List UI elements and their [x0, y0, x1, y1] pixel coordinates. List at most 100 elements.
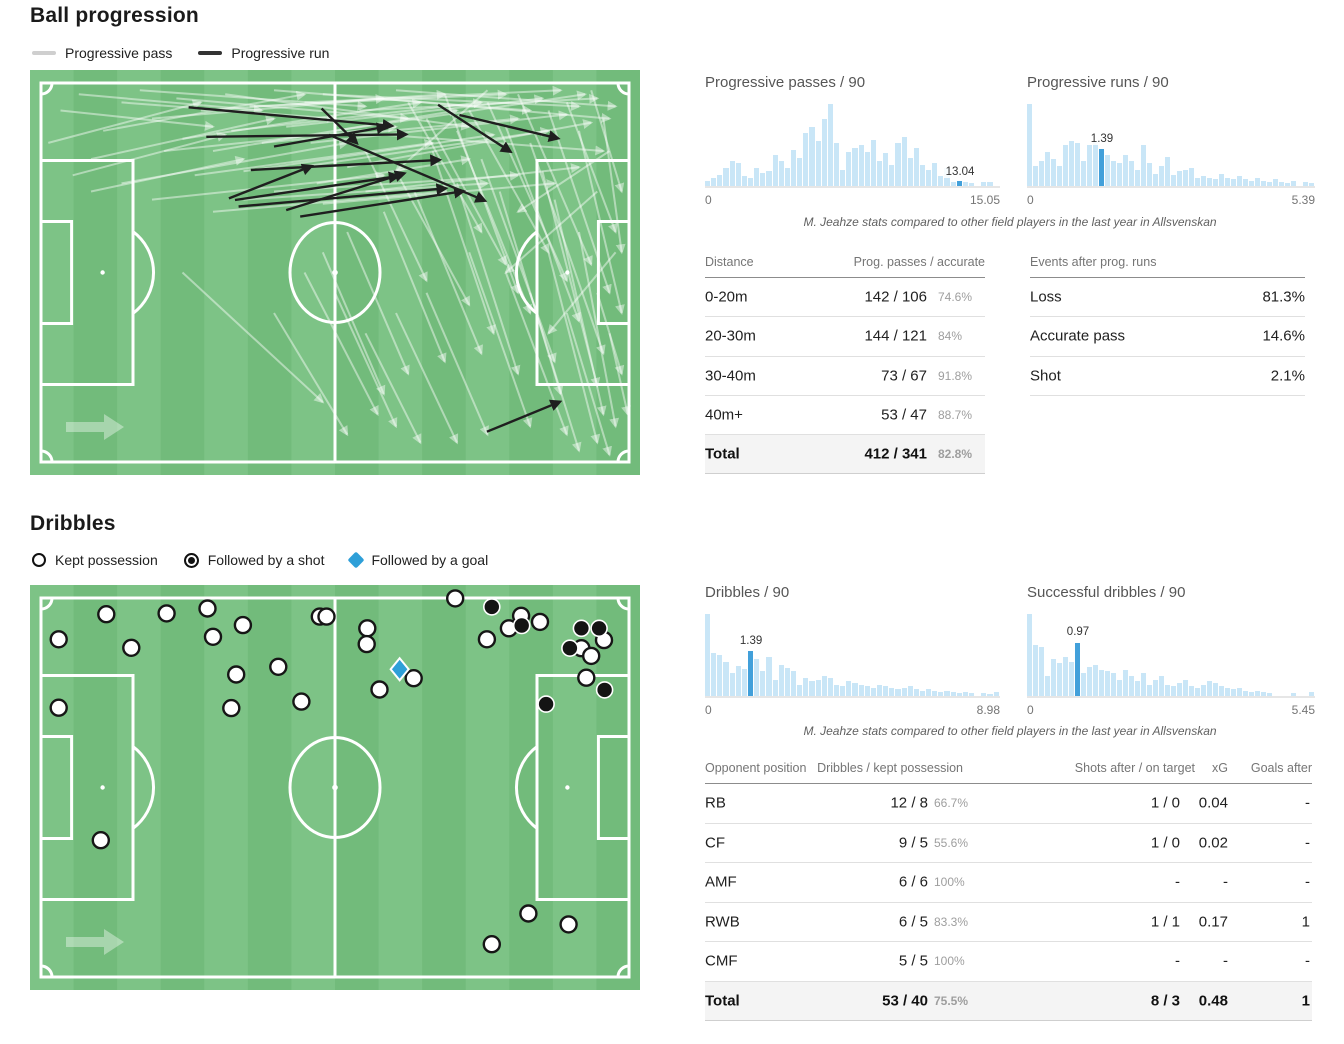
progressive-passes-table: Distance Prog. passes / accurate 0-20m 14… — [705, 248, 985, 475]
hist-bar — [932, 691, 938, 696]
pass-arrows — [48, 85, 631, 457]
axis-max: 8.98 — [976, 703, 1000, 717]
kept-possession-circle-icon — [32, 553, 46, 567]
hist-bar — [1033, 645, 1038, 696]
dribbles-kept-value: 6 / 6 — [898, 873, 928, 891]
hist-bar — [950, 181, 956, 186]
goals-after-value: - — [1305, 952, 1310, 970]
hist-bar — [846, 681, 852, 696]
hist-bar — [840, 686, 846, 696]
hist-bar — [821, 675, 827, 696]
table-row: 30-40m 73 / 67 91.8% — [705, 357, 985, 396]
distance-label: 40m+ — [705, 406, 743, 424]
hist-bar — [1093, 664, 1098, 696]
ball-progression-pitch — [30, 70, 640, 475]
hist-bar — [754, 659, 760, 696]
opponent-position: AMF — [705, 873, 737, 891]
hist-bar — [1303, 181, 1308, 186]
hist-bar — [895, 143, 901, 186]
hist-bar — [717, 174, 723, 186]
shots-after-value: - — [1175, 952, 1180, 970]
legend-kept-possession: Kept possession — [32, 552, 158, 568]
hist-bar — [1111, 673, 1116, 696]
hist-bar — [1261, 181, 1266, 186]
hist-bar — [1111, 161, 1116, 186]
dribbles-kept-value: 9 / 5 — [898, 834, 928, 852]
hist-bar — [1219, 686, 1224, 696]
hist-bar — [1249, 181, 1254, 186]
histogram-plot: 1.39 — [705, 614, 1000, 698]
legend-label: Followed by a shot — [207, 552, 325, 568]
hist-bar — [987, 181, 993, 186]
hist-bar — [797, 158, 803, 186]
hist-bar — [919, 164, 926, 186]
table-row: AMF 6 / 6 100% - - - — [705, 863, 1312, 903]
hist-bar — [1057, 663, 1062, 696]
hist-bar — [717, 655, 723, 696]
ball-progression-title: Ball progression — [30, 4, 199, 27]
marker-value-label: 13.04 — [943, 165, 977, 178]
hist-bar — [1189, 686, 1194, 696]
legend-progressive-pass: Progressive pass — [32, 45, 172, 61]
xg-value: - — [1223, 873, 1228, 891]
hist-bar — [784, 167, 790, 186]
hist-bar — [950, 691, 956, 696]
hist-bar — [815, 140, 821, 186]
hist-bar — [778, 161, 784, 186]
hist-bar — [1105, 154, 1110, 186]
passes-accurate-value: 142 / 106 — [864, 288, 927, 306]
hist-bar — [827, 677, 833, 696]
hist-bar — [895, 689, 901, 696]
table-body: RB 12 / 8 66.7% 1 / 0 0.04 - CF 9 / 5 55.6% 1 / 0… — [705, 784, 1312, 1021]
hist-bar — [1051, 158, 1056, 186]
hist-bar — [938, 691, 944, 696]
hist-bar — [981, 692, 987, 696]
hist-bar — [1165, 157, 1170, 186]
dribbles-kept-value: 53 / 40 — [882, 992, 928, 1010]
table-row: Accurate pass 14.6% — [1030, 317, 1305, 357]
hist-bar — [907, 158, 913, 186]
progressive-runs-chart: Progressive runs / 90 1.39 0 5.39 — [1027, 74, 1315, 207]
hist-bar — [1255, 177, 1260, 186]
col-events: Events after prog. runs — [1030, 255, 1157, 269]
hist-bar — [754, 167, 760, 186]
opponent-position: CMF — [705, 952, 738, 970]
hist-bar — [1255, 691, 1260, 696]
marker-value-label: 1.39 — [737, 634, 765, 647]
table-body: Loss 81.3% Accurate pass 14.6% Shot 2.1% — [1030, 278, 1305, 396]
passes-accurate-value: 144 / 121 — [864, 327, 927, 345]
goals-after-value: - — [1305, 834, 1310, 852]
xg-value: 0.04 — [1198, 794, 1228, 812]
axis-min: 0 — [705, 703, 712, 717]
event-label: Accurate pass — [1030, 327, 1126, 345]
hist-bar — [735, 163, 741, 186]
progressive-passes-chart: Progressive passes / 90 13.04 0 15.05 — [705, 74, 1000, 207]
hist-bar — [1267, 692, 1272, 696]
dribbles-chart: Dribbles / 90 1.39 0 8.98 — [705, 584, 1000, 717]
passes-accurate-value: 53 / 47 — [881, 406, 927, 424]
distance-label: Total — [705, 445, 740, 463]
event-label: Shot — [1030, 367, 1061, 385]
histogram-plot: 1.39 — [1027, 104, 1315, 188]
col-goals-after: Goals after — [1250, 761, 1312, 775]
table-row: CF 9 / 5 55.6% 1 / 0 0.02 - — [705, 824, 1312, 863]
hist-bar — [1219, 173, 1224, 186]
table-header: Events after prog. runs — [1030, 248, 1305, 278]
accuracy-percent: 74.6% — [938, 290, 973, 305]
x-axis: 0 8.98 — [705, 703, 1000, 717]
progressive-pass-dash-icon — [32, 51, 56, 55]
goals-after-value: 1 — [1301, 992, 1310, 1010]
dribbles-pitch — [30, 585, 640, 990]
hist-bar — [1057, 165, 1062, 186]
hist-bar — [1183, 679, 1188, 696]
hist-bar — [1033, 165, 1038, 186]
opponent-position: CF — [705, 834, 725, 852]
col-distance: Distance — [705, 255, 754, 269]
dribbles-legend: Kept possession Followed by a shot Follo… — [32, 551, 488, 569]
shots-after-value: 1 / 1 — [1150, 913, 1180, 931]
hist-bar — [1237, 687, 1242, 696]
hist-bar — [1045, 151, 1050, 186]
hist-bar — [1285, 182, 1290, 186]
chart-title: Progressive passes / 90 — [705, 74, 866, 91]
hist-bar — [883, 153, 889, 186]
